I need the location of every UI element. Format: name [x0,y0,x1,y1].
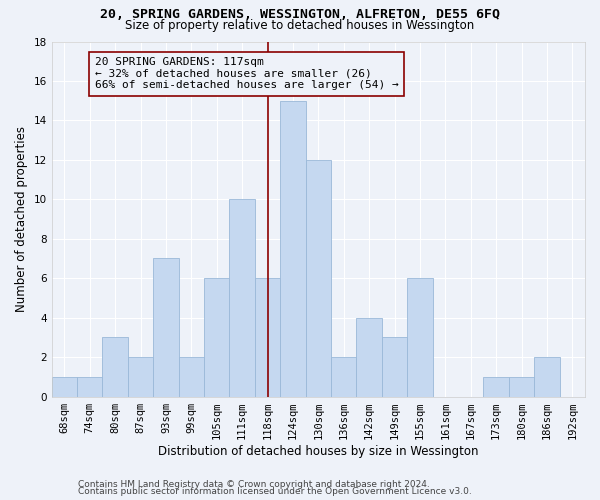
Bar [356,318,382,396]
Bar [204,278,229,396]
Text: 20 SPRING GARDENS: 117sqm
← 32% of detached houses are smaller (26)
66% of semi-: 20 SPRING GARDENS: 117sqm ← 32% of detac… [95,58,398,90]
Bar [255,278,280,396]
Bar [331,357,356,397]
X-axis label: Distribution of detached houses by size in Wessington: Distribution of detached houses by size … [158,444,479,458]
Bar [103,338,128,396]
Bar [77,377,103,396]
Bar [280,100,305,397]
Bar [509,377,534,396]
Bar [382,338,407,396]
Bar [179,357,204,397]
Text: Contains HM Land Registry data © Crown copyright and database right 2024.: Contains HM Land Registry data © Crown c… [78,480,430,489]
Bar [484,377,509,396]
Bar [52,377,77,396]
Text: 20, SPRING GARDENS, WESSINGTON, ALFRETON, DE55 6FQ: 20, SPRING GARDENS, WESSINGTON, ALFRETON… [100,8,500,20]
Bar [153,258,179,396]
Y-axis label: Number of detached properties: Number of detached properties [15,126,28,312]
Text: Size of property relative to detached houses in Wessington: Size of property relative to detached ho… [125,18,475,32]
Bar [305,160,331,396]
Text: Contains public sector information licensed under the Open Government Licence v3: Contains public sector information licen… [78,487,472,496]
Bar [128,357,153,397]
Bar [229,200,255,396]
Bar [407,278,433,396]
Bar [534,357,560,397]
